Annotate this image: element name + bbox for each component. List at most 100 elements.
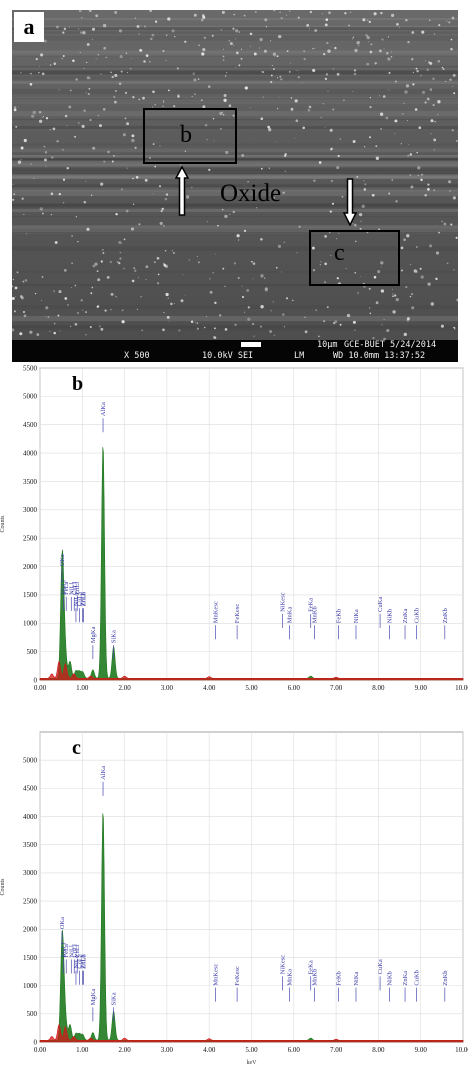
peak-label: CuLl	[71, 944, 78, 958]
y-tick-label: 3500	[23, 478, 38, 486]
peak-label: FeKa	[308, 960, 315, 974]
peak-label: CuKb	[413, 608, 420, 624]
y-tick-label: 1000	[23, 620, 38, 628]
peak-label: OKa	[59, 917, 66, 929]
peak-label: ZnLb	[81, 592, 88, 606]
working-distance-time: WD 10.0mm 13:37:52	[333, 351, 426, 361]
y-tick-label: 5000	[23, 393, 38, 401]
peak-label: CuLa	[76, 954, 83, 969]
y-tick-label: 2000	[23, 926, 38, 934]
scale-label: 10μm	[317, 340, 338, 350]
peak-label: NiLl	[68, 582, 75, 594]
eds-spectrum-c: 0 500 1000 1500 2000 2500 3000 3500 4000 4500 5000…	[0, 714, 468, 1070]
x-tick-label: 8.00	[372, 684, 385, 692]
peak-label: NiLa	[73, 593, 80, 606]
peak-label: OKa	[59, 554, 66, 566]
peak-label: MnLl	[61, 942, 68, 957]
y-tick-label: 0	[34, 676, 38, 684]
y-tick-label: 5500	[23, 364, 38, 372]
y-tick-label: 500	[27, 1010, 38, 1018]
x-tick-label: 7.00	[330, 684, 343, 692]
y-tick-label: 3000	[23, 869, 38, 877]
spectrum-series	[39, 1023, 464, 1043]
peak-label: NiKesc	[279, 592, 286, 612]
peak-label: MnKb	[312, 606, 319, 623]
roi-label-c: c	[334, 240, 345, 266]
peak-label: AlKa	[100, 402, 107, 416]
peak-label: ZnKb	[442, 970, 449, 985]
peak-label: FeKa	[308, 598, 315, 612]
x-tick-label: 0.00	[34, 1046, 47, 1054]
peak-label: MnKa	[287, 969, 294, 986]
panel-label-a: a	[14, 12, 44, 42]
x-tick-label: 3.00	[161, 1046, 174, 1054]
peak-label: ZnKa	[402, 971, 409, 986]
x-tick-label: 2.00	[118, 1046, 131, 1054]
peak-label: NiKesc	[279, 955, 286, 975]
y-tick-label: 500	[27, 648, 38, 656]
peak-label: ZnLl	[74, 582, 81, 595]
peak-label: CuKb	[413, 970, 420, 986]
oxide-label: Oxide	[220, 180, 282, 207]
panel-label: b	[72, 373, 83, 395]
eds-spectrum-b: 0 500 1000 1500 2000 2500 3000 3500 4000 4500 5000…	[0, 362, 468, 692]
arrow-down-icon	[343, 178, 357, 226]
sem-micrograph-panel: a b c Oxide 10μm GCE-BUET 5/24/2014 X 50…	[12, 10, 458, 362]
roi-box-c	[309, 230, 400, 286]
x-axis-title: keV	[247, 1060, 258, 1066]
peak-label: CuKa	[377, 959, 384, 974]
eds-chart-c: 0 500 1000 1500 2000 2500 3000 3500 4000 4500 5000…	[0, 731, 468, 1066]
peak-label: FeKb	[336, 971, 343, 985]
x-tick-label: 5.00	[245, 684, 258, 692]
peak-label: MnLl	[61, 580, 68, 595]
mode-label: LM	[294, 351, 305, 361]
spectrum-series	[39, 660, 464, 681]
peak-label: FeLa	[63, 581, 70, 594]
roi-label-b: b	[180, 122, 192, 148]
x-tick-label: 10.00	[455, 684, 468, 692]
y-tick-label: 3000	[23, 506, 38, 514]
y-tick-label: 3500	[23, 841, 38, 849]
y-tick-label: 4000	[23, 813, 38, 821]
y-tick-label: 2500	[23, 897, 38, 905]
peak-label: MgKa	[90, 989, 97, 1006]
peak-label: NiKb	[386, 971, 393, 985]
peak-label: MnKesc	[213, 963, 220, 985]
x-tick-label: 2.00	[118, 684, 131, 692]
peak-label: MnKb	[312, 969, 319, 986]
peak-label: ZnKa	[402, 608, 409, 623]
y-axis-title: Counts	[0, 515, 6, 533]
y-tick-label: 1500	[23, 954, 38, 962]
y-tick-label: 0	[34, 1038, 38, 1046]
peak-label: SiKa	[111, 992, 118, 1005]
y-tick-label: 2000	[23, 563, 38, 571]
accelerating-voltage: 10.0kV SEI	[202, 351, 254, 361]
peak-label: MgKa	[90, 626, 97, 643]
x-tick-label: 1.00	[76, 1046, 89, 1054]
x-tick-label: 9.00	[415, 684, 428, 692]
roi-box-b	[143, 108, 237, 164]
peak-label: NiKa	[353, 971, 360, 985]
panel-label: c	[72, 737, 81, 759]
x-tick-label: 10.00	[455, 1046, 468, 1054]
x-tick-label: 7.00	[330, 1046, 343, 1054]
scale-bar	[241, 342, 261, 347]
peak-label: SiKa	[111, 630, 118, 643]
peak-label: FeLa	[63, 944, 70, 957]
sem-info-bar: 10μm GCE-BUET 5/24/2014 X 500 10.0kV SEI…	[12, 340, 458, 362]
peak-label: FeKesc	[234, 966, 241, 986]
y-tick-label: 1000	[23, 982, 38, 990]
peak-label: NiKa	[353, 609, 360, 623]
y-tick-label: 5000	[23, 756, 38, 764]
peak-label: MnKesc	[213, 601, 220, 623]
peak-label: CuLl	[71, 581, 78, 595]
peak-label: ZnKb	[442, 608, 449, 623]
x-tick-label: 0.00	[34, 684, 47, 692]
facility-date: GCE-BUET 5/24/2014	[344, 340, 437, 350]
y-tick-label: 1500	[23, 591, 38, 599]
x-tick-label: 4.00	[203, 684, 216, 692]
x-tick-label: 6.00	[288, 1046, 301, 1054]
peak-label: NiLl	[68, 945, 75, 957]
eds-chart-b: 0 500 1000 1500 2000 2500 3000 3500 4000 4500 5000…	[0, 364, 468, 692]
y-tick-label: 2500	[23, 534, 38, 542]
